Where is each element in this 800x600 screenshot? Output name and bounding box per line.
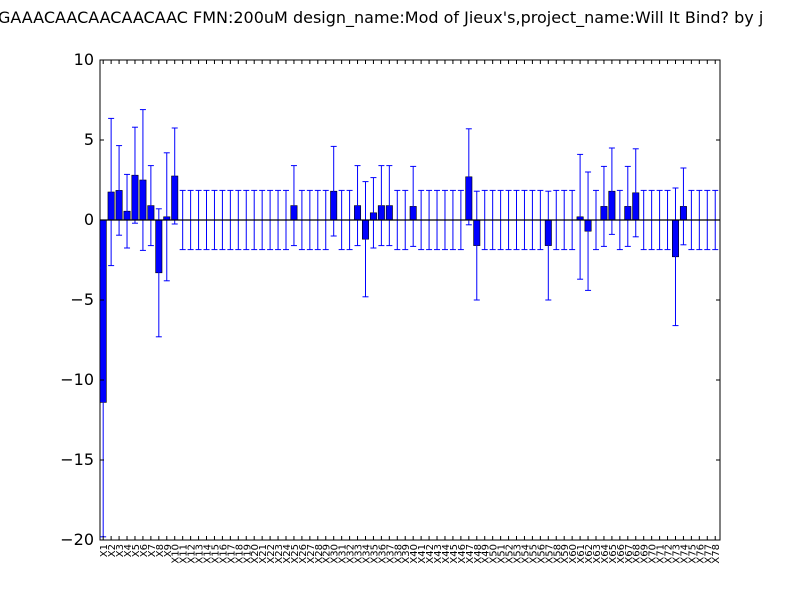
x-axis: X1X2X3X4X5X6X7X8X9X10X11X12X13X14X15X16X… — [99, 60, 722, 564]
x-tick-label: X13 — [195, 544, 206, 564]
plot-area — [99, 59, 721, 541]
x-tick-label: X43 — [433, 544, 444, 564]
x-tick-label: X19 — [242, 544, 253, 564]
x-tick-label: X71 — [656, 544, 667, 564]
x-tick-label: X42 — [425, 544, 436, 564]
x-tick-label: X60 — [568, 544, 579, 564]
x-tick-label: X34 — [361, 544, 372, 564]
x-tick-label: X45 — [449, 544, 460, 564]
x-tick-label: X36 — [377, 544, 388, 564]
x-tick-label: X5 — [131, 544, 142, 557]
x-tick-label: X8 — [155, 544, 166, 557]
x-tick-label: X1 — [99, 544, 110, 557]
y-tick-label: 5 — [84, 130, 94, 149]
x-tick-label: X68 — [632, 544, 643, 564]
plot-border — [99, 59, 721, 541]
x-tick-label: X31 — [338, 544, 349, 564]
x-tick-label: X52 — [505, 544, 516, 564]
y-tick-label: −15 — [60, 450, 94, 469]
x-tick-label: X7 — [147, 544, 158, 557]
x-tick-label: X26 — [298, 544, 309, 564]
x-tick-label: X28 — [314, 544, 325, 564]
x-tick-label: X33 — [354, 544, 365, 564]
y-tick-label: −20 — [60, 530, 94, 549]
x-tick-label: X4 — [123, 544, 134, 557]
chart-title: GAAACAACAACAACAAC FMN:200uM design_name:… — [0, 8, 764, 27]
x-tick-label: X57 — [544, 544, 555, 564]
x-tick-label: X22 — [266, 544, 277, 564]
x-tick-label: X64 — [600, 544, 611, 564]
x-tick-label: X9 — [163, 544, 174, 557]
x-tick-label: X18 — [234, 544, 245, 564]
y-tick-label: 10 — [74, 50, 94, 69]
x-tick-label: X40 — [409, 544, 420, 564]
x-tick-label: X11 — [179, 544, 190, 564]
x-tick-label: X35 — [369, 544, 380, 564]
x-tick-label: X39 — [401, 544, 412, 564]
x-tick-label: X76 — [695, 544, 706, 564]
x-tick-label: X37 — [385, 544, 396, 564]
x-tick-label: X67 — [624, 544, 635, 564]
x-tick-label: X27 — [306, 544, 317, 564]
x-tick-label: X29 — [322, 544, 333, 564]
x-tick-label: X32 — [346, 544, 357, 564]
x-tick-label: X10 — [171, 544, 182, 564]
x-tick-label: X50 — [489, 544, 500, 564]
x-tick-label: X51 — [497, 544, 508, 564]
x-tick-label: X25 — [290, 544, 301, 564]
x-tick-label: X73 — [671, 544, 682, 564]
x-tick-label: X65 — [608, 544, 619, 564]
x-tick-label: X66 — [616, 544, 627, 564]
x-tick-label: X58 — [552, 544, 563, 564]
x-tick-label: X47 — [465, 544, 476, 564]
y-tick-label: −10 — [60, 370, 94, 389]
x-tick-label: X41 — [417, 544, 428, 564]
x-tick-label: X55 — [528, 544, 539, 564]
x-tick-label: X3 — [115, 544, 126, 557]
x-tick-label: X70 — [648, 544, 659, 564]
x-tick-label: X44 — [441, 544, 452, 564]
x-tick-label: X23 — [274, 544, 285, 564]
x-tick-label: X69 — [640, 544, 651, 564]
x-tick-label: X24 — [282, 544, 293, 564]
x-tick-label: X59 — [560, 544, 571, 564]
x-tick-label: X12 — [187, 544, 198, 564]
x-tick-label: X53 — [513, 544, 524, 564]
x-tick-label: X17 — [226, 544, 237, 564]
x-tick-label: X2 — [107, 544, 118, 557]
x-tick-label: X14 — [203, 544, 214, 564]
x-tick-label: X61 — [576, 544, 587, 564]
y-axis: −20 −15 −10 −5 0 5 10 — [60, 50, 720, 549]
x-tick-label: X49 — [481, 544, 492, 564]
x-tick-label: X46 — [457, 544, 468, 564]
x-tick-label: X21 — [258, 544, 269, 564]
x-tick-label: X15 — [210, 544, 221, 564]
x-tick-label: X6 — [139, 544, 150, 557]
x-tick-label: X62 — [584, 544, 595, 564]
x-tick-label: X56 — [536, 544, 547, 564]
x-tick-label: X74 — [679, 544, 690, 564]
x-tick-label: X20 — [250, 544, 261, 564]
x-tick-label: X54 — [520, 544, 531, 564]
x-tick-label: X16 — [218, 544, 229, 564]
x-tick-label: X48 — [473, 544, 484, 564]
x-tick-label: X75 — [687, 544, 698, 564]
x-tick-label: X38 — [393, 544, 404, 564]
x-tick-label: X63 — [592, 544, 603, 564]
x-tick-label: X78 — [711, 544, 722, 564]
y-tick-label: −5 — [70, 290, 94, 309]
x-tick-label: X72 — [664, 544, 675, 564]
x-tick-label: X30 — [330, 544, 341, 564]
x-tick-label: X77 — [703, 544, 714, 564]
y-tick-label: 0 — [84, 210, 94, 229]
